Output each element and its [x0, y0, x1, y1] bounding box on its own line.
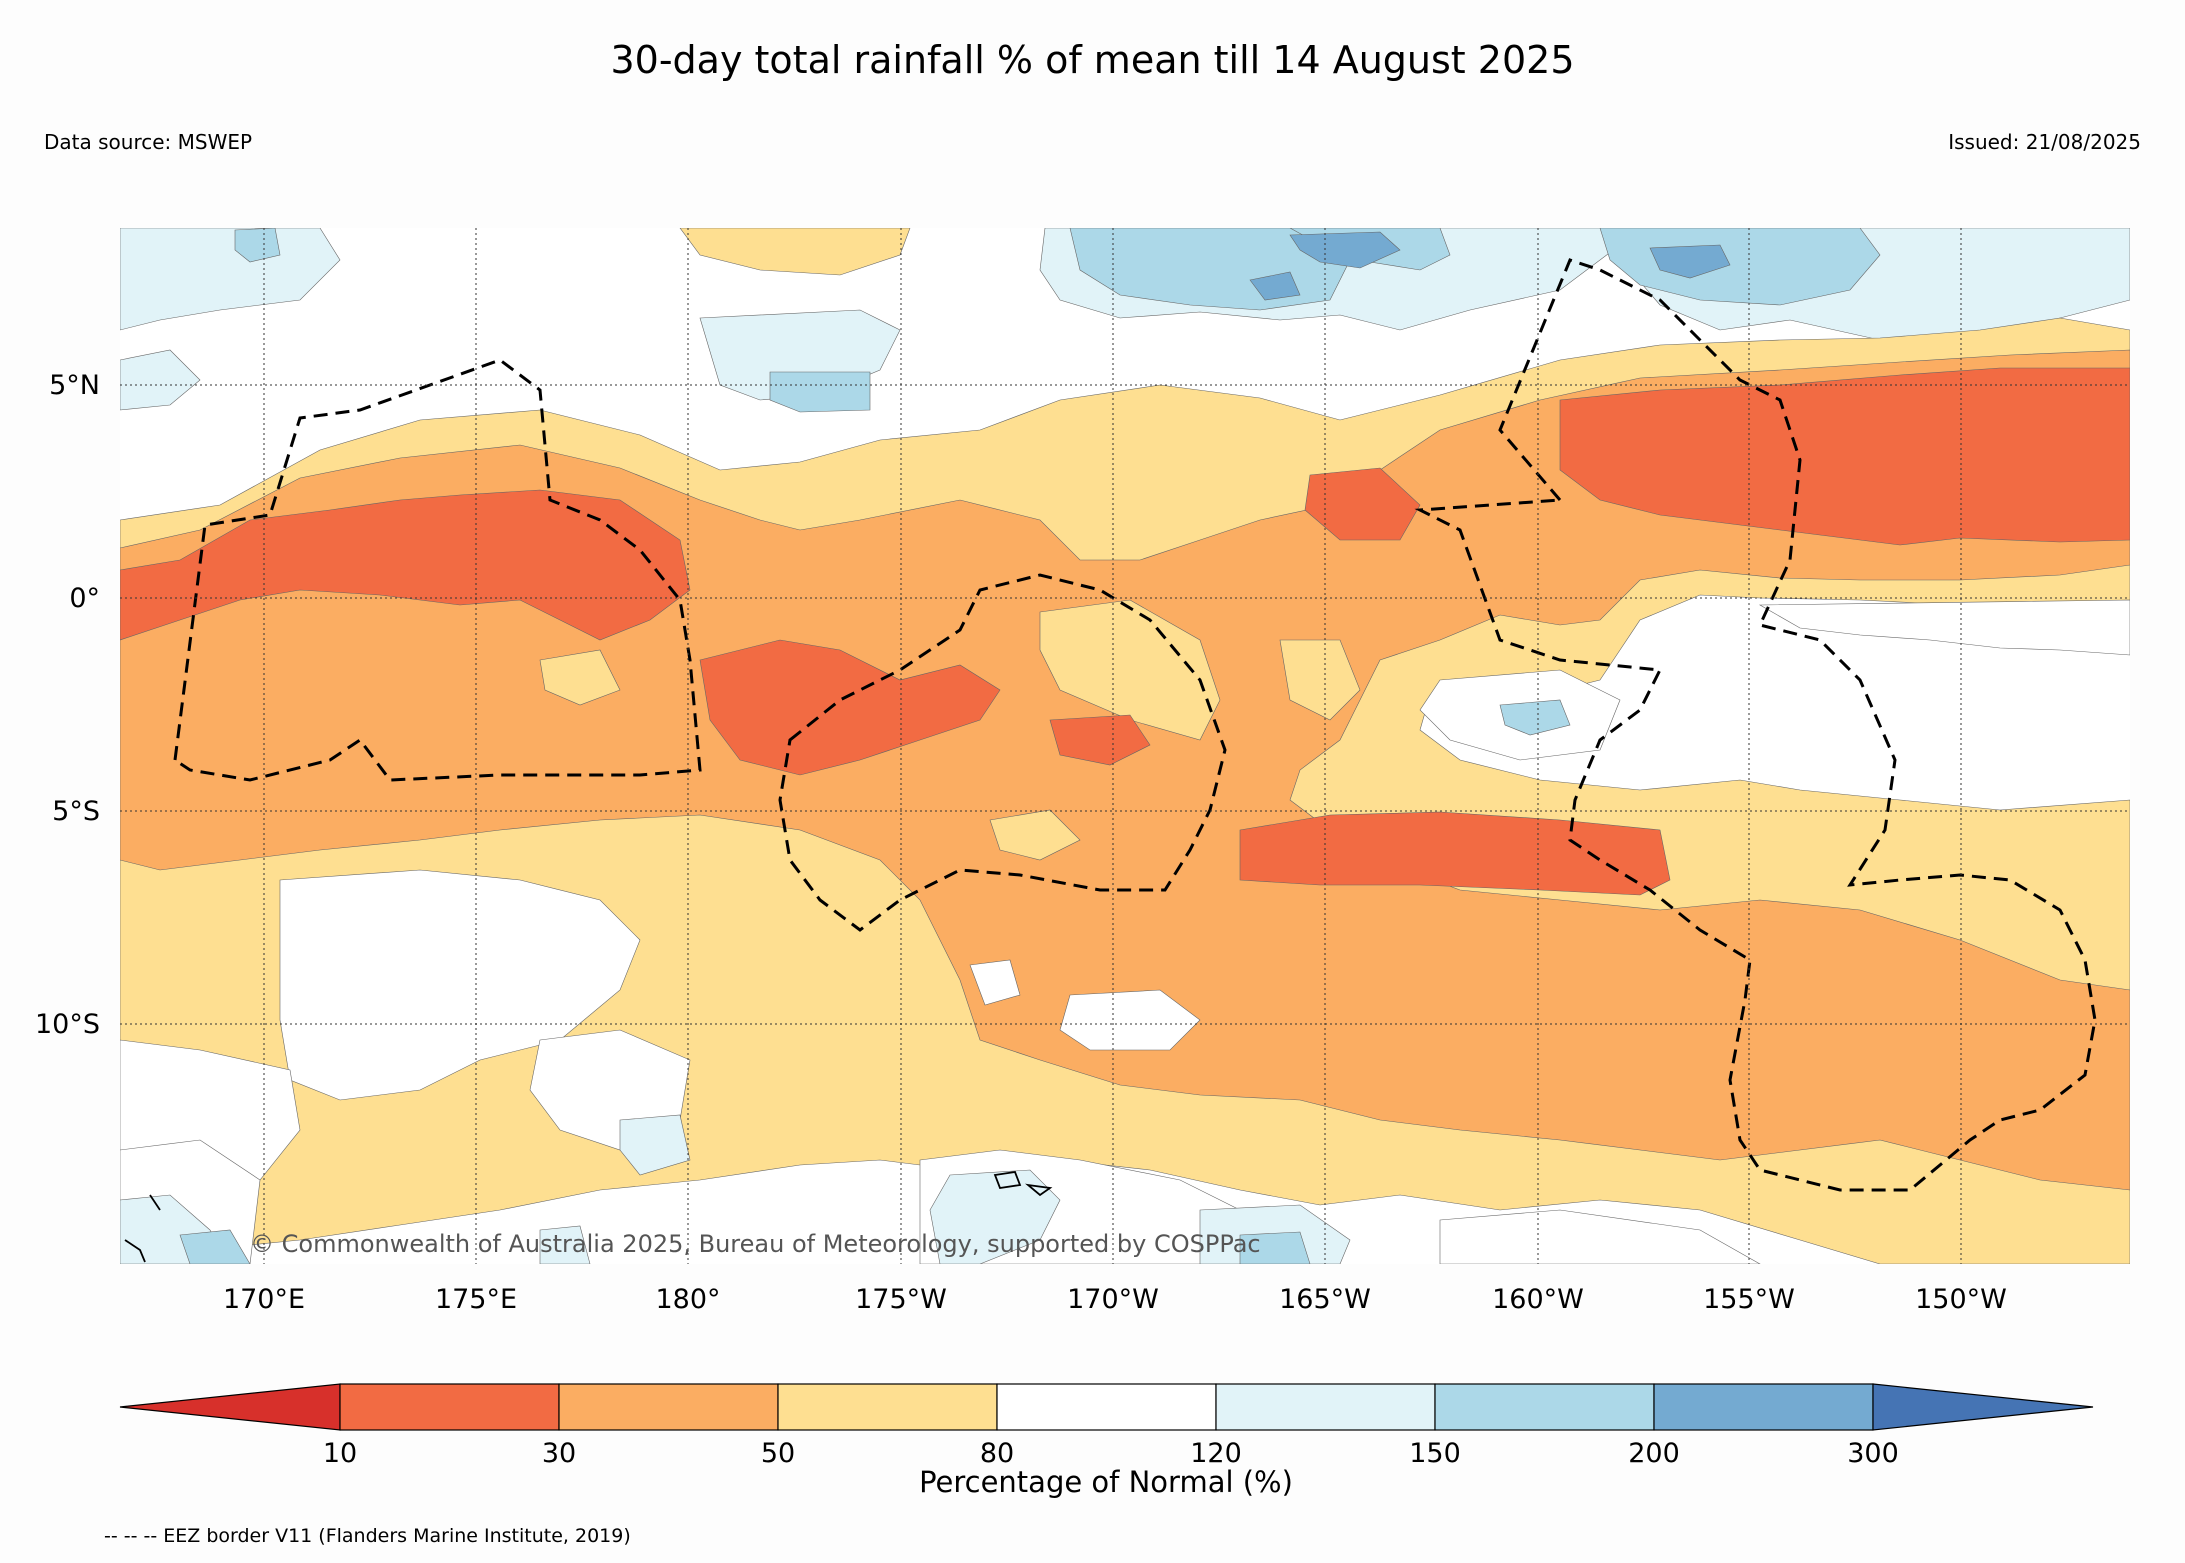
copyright-notice: © Commonwealth of Australia 2025, Bureau…: [250, 1230, 1261, 1258]
lat-tick-label: 0°: [69, 583, 100, 614]
graticule: [120, 228, 2130, 1264]
colorbar-segment: [339, 1383, 560, 1431]
lon-tick-label: 175°W: [855, 1284, 947, 1315]
rainfall-field: [120, 228, 2130, 1264]
lat-tick-label: 5°S: [52, 796, 100, 827]
lon-tick-label: 165°W: [1279, 1284, 1371, 1315]
map-title: 30-day total rainfall % of mean till 14 …: [610, 38, 1575, 82]
lon-tick-label: 150°W: [1915, 1284, 2007, 1315]
colorbar-segment: [1653, 1383, 1874, 1431]
colorbar-segment: [558, 1383, 779, 1431]
colorbar-tick-label: 50: [761, 1438, 795, 1469]
eez-border-lines: [173, 258, 2097, 1192]
lon-tick-label: 170°W: [1067, 1284, 1159, 1315]
colorbar: 10 30 50 80 120 150 200 300 Percentage o…: [119, 1383, 2094, 1499]
colorbar-tick-label: 80: [980, 1438, 1014, 1469]
colorbar-segment: [777, 1383, 998, 1431]
island-outlines: [124, 1171, 1053, 1263]
lon-tick-label: 175°E: [435, 1284, 517, 1315]
lat-tick-label: 10°S: [35, 1009, 100, 1040]
colorbar-segment: [996, 1383, 1217, 1431]
colorbar-tick-label: 200: [1628, 1438, 1680, 1469]
colorbar-high-extension: [1872, 1383, 2094, 1431]
colorbar-title: Percentage of Normal (%): [919, 1465, 1293, 1499]
issued-date-label: Issued: 21/08/2025: [1948, 130, 2141, 154]
colorbar-segment: [1434, 1383, 1655, 1431]
colorbar-tick-label: 120: [1190, 1438, 1242, 1469]
lon-tick-label: 160°W: [1492, 1284, 1584, 1315]
colorbar-segment: [1215, 1383, 1436, 1431]
colorbar-tick-label: 300: [1847, 1438, 1899, 1469]
colorbar-tick-label: 150: [1409, 1438, 1461, 1469]
colorbar-tick-label: 30: [542, 1438, 576, 1469]
data-source-label: Data source: MSWEP: [44, 130, 253, 154]
colorbar-tick-label: 10: [323, 1438, 357, 1469]
lat-tick-label: 5°N: [49, 370, 100, 401]
lon-tick-label: 180°: [655, 1284, 720, 1315]
lon-tick-label: 170°E: [223, 1284, 305, 1315]
colorbar-low-extension: [119, 1383, 341, 1431]
lon-tick-label: 155°W: [1703, 1284, 1795, 1315]
eez-legend-note: -- -- -- EEZ border V11 (Flanders Marine…: [104, 1525, 631, 1547]
